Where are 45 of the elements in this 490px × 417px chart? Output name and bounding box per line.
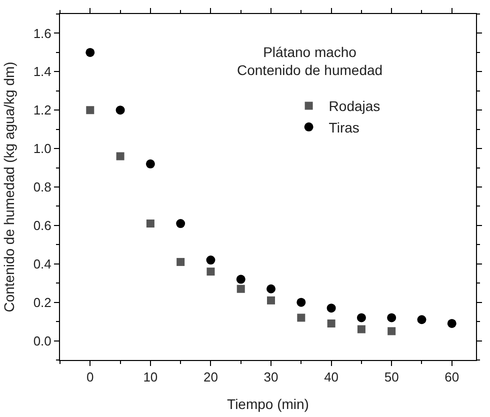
point bbox=[357, 325, 366, 334]
point bbox=[176, 219, 186, 228]
point bbox=[388, 327, 396, 336]
point bbox=[236, 274, 246, 284]
y-tick-label: 0.8 bbox=[33, 180, 52, 195]
point bbox=[86, 106, 94, 114]
x-tick-label: 30 bbox=[264, 370, 278, 385]
point bbox=[206, 256, 216, 265]
y-tick-label: 1.4 bbox=[33, 64, 52, 80]
x-tick-label: 40 bbox=[324, 370, 339, 385]
point bbox=[146, 159, 155, 168]
point bbox=[236, 284, 245, 293]
point bbox=[387, 313, 396, 322]
point bbox=[116, 152, 124, 160]
point bbox=[297, 314, 306, 322]
x-tick-label: 60 bbox=[444, 370, 460, 385]
y-tick-label: 1.0 bbox=[33, 141, 52, 156]
point bbox=[266, 284, 276, 294]
x-tick-label: 10 bbox=[143, 370, 158, 385]
point bbox=[176, 258, 185, 266]
y-tick-label: 1.6 bbox=[33, 26, 52, 41]
point bbox=[267, 296, 276, 304]
x-axis-title: Tiempo (min) bbox=[227, 396, 309, 412]
legend-label: Rodajas bbox=[328, 98, 380, 114]
point bbox=[296, 298, 306, 307]
legend-label: Tiras bbox=[328, 119, 360, 136]
point bbox=[146, 220, 154, 228]
y-tick-label: 0.0 bbox=[33, 333, 52, 348]
x-tick-label: 50 bbox=[384, 370, 399, 385]
x-tick-label: 0 bbox=[86, 370, 94, 385]
point bbox=[326, 304, 336, 313]
y-axis-title: Contenido de humedad (kg agua/kg dm) bbox=[0, 62, 17, 312]
point bbox=[356, 313, 366, 322]
y-tick-label: 0.2 bbox=[33, 294, 52, 310]
y-tick-label: 0.6 bbox=[33, 218, 52, 233]
point bbox=[206, 268, 215, 276]
point bbox=[327, 319, 336, 328]
point bbox=[417, 315, 426, 324]
y-tick-label: 1.2 bbox=[33, 102, 52, 118]
y-tick-label: 0.4 bbox=[33, 256, 52, 272]
point bbox=[116, 106, 125, 115]
point bbox=[447, 318, 456, 328]
x-tick-label: 20 bbox=[203, 370, 218, 385]
text: Plátano macho Contenido de humedad bbox=[237, 44, 383, 78]
point bbox=[86, 48, 95, 57]
